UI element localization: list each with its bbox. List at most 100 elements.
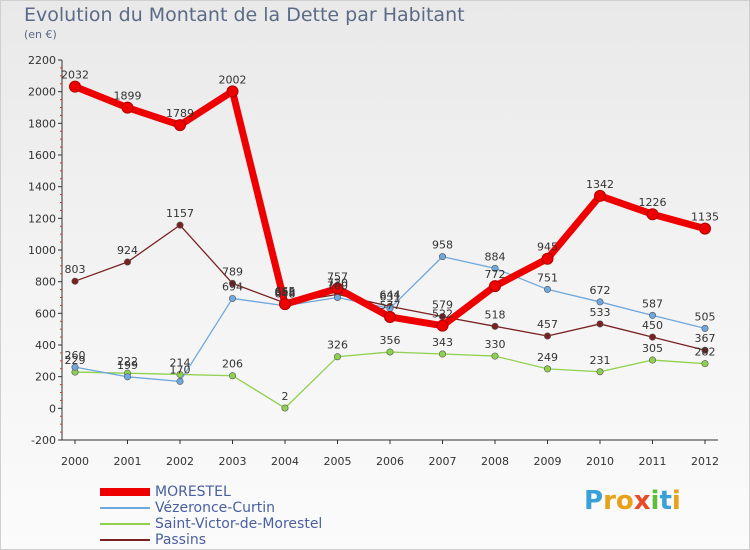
data-label: 1899 [114,90,142,103]
data-point [226,85,239,98]
y-tick-label: 200 [35,371,56,384]
data-point [229,372,237,380]
data-label: 282 [695,346,716,359]
data-label: 665 [275,285,296,298]
legend-swatch [100,539,150,541]
data-point [229,294,237,302]
data-point [438,253,446,261]
data-point [648,356,656,364]
data-label: 170 [170,363,191,376]
data-point [701,360,709,368]
data-point [176,370,184,378]
data-point [491,264,499,272]
y-tick-label: 2200 [28,54,56,67]
data-label: 356 [380,334,401,347]
data-label: 2 [282,390,289,403]
data-point [594,189,606,202]
data-label: 700 [327,280,348,293]
x-tick-label: 2011 [639,455,667,468]
x-tick-label: 2012 [691,455,719,468]
data-point [124,373,132,381]
data-point [596,368,604,376]
data-point [384,310,396,323]
data-label: 206 [222,358,243,371]
data-point [71,363,79,371]
y-tick-label: 1800 [28,117,56,130]
data-point [491,322,499,330]
data-point [596,320,604,328]
legend-swatch [100,488,150,496]
data-label: 803 [65,263,86,276]
logo-letter: i [671,486,681,516]
data-label: 522 [432,308,453,321]
data-label: 751 [537,271,558,284]
data-point [229,279,237,287]
logo-letter: i [650,486,660,516]
data-label: 1789 [166,107,194,120]
data-point [701,324,709,332]
data-point [331,282,344,295]
data-point [438,350,446,358]
data-label: 772 [485,268,506,281]
data-label: 884 [485,250,506,263]
data-label: 631 [380,290,401,303]
x-tick-label: 2006 [376,455,404,468]
data-point [386,348,394,356]
data-label: 658 [275,286,296,299]
x-tick-label: 2005 [324,455,352,468]
legend-label: Passins [155,532,207,548]
logo-letter: r [603,486,616,516]
data-point [124,258,132,266]
data-point [543,365,551,373]
data-label: 757 [327,270,348,283]
data-point [436,319,449,332]
data-label: 1342 [586,178,614,191]
y-tick-label: 400 [35,339,56,352]
data-point [541,252,554,265]
data-point [701,346,709,354]
data-label: 945 [537,241,558,254]
data-label: 720 [327,276,348,289]
data-point [699,222,711,235]
data-label: 343 [432,336,453,349]
proxiti-logo: Proxiti [584,486,681,516]
data-label: 587 [642,297,663,310]
data-point [646,208,659,221]
data-point [71,277,79,285]
data-label: 326 [327,339,348,352]
data-point [543,332,551,340]
data-label: 533 [590,306,611,319]
data-label: 2002 [219,73,247,86]
data-label: 1226 [639,196,667,209]
data-label: 450 [642,319,663,332]
x-tick-label: 2001 [114,455,142,468]
y-tick-label: 1600 [28,149,56,162]
data-point [176,377,184,385]
y-tick-label: 0 [49,402,56,415]
data-label: 305 [642,342,663,355]
data-label: 518 [485,308,506,321]
data-label: 229 [65,354,86,367]
data-point [281,404,289,412]
data-point [333,293,341,301]
logo-letter: x [633,486,651,516]
x-tick-label: 2002 [166,455,194,468]
x-tick-label: 2009 [534,455,562,468]
data-label: 367 [695,332,716,345]
logo-letter: P [584,486,604,516]
logo-letter: o [615,486,634,516]
y-tick-label: 600 [35,307,56,320]
data-point [174,119,186,132]
data-label: 694 [222,280,243,293]
data-label: 672 [590,284,611,297]
data-label: 231 [590,354,611,367]
x-tick-label: 2008 [481,455,509,468]
y-tick-label: 800 [35,276,56,289]
data-point [333,353,341,361]
data-point [279,298,291,311]
data-label: 1157 [166,207,194,220]
x-tick-label: 2004 [271,455,299,468]
x-tick-label: 2007 [429,455,457,468]
